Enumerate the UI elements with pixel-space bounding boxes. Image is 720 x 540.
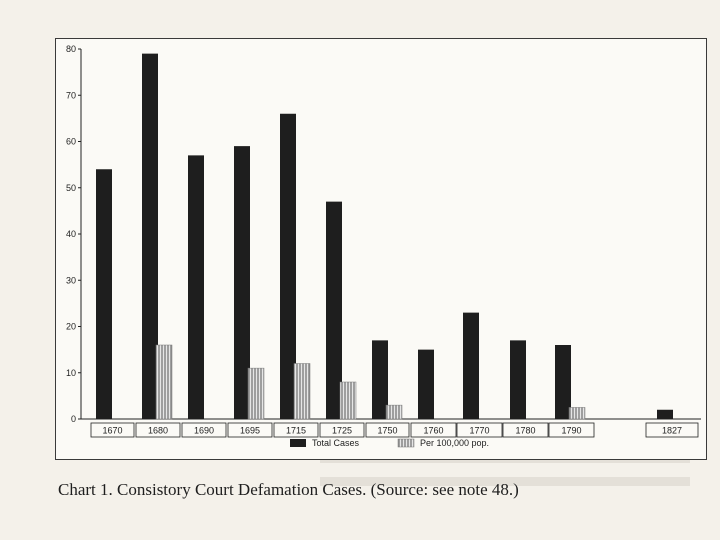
bar-total-cases-1790 xyxy=(555,345,571,419)
x-tick-label-1680: 1680 xyxy=(148,426,168,436)
x-category-box xyxy=(645,422,699,438)
y-tick-label: 10 xyxy=(66,368,76,378)
legend-label-per-100000: Per 100,000 pop. xyxy=(420,438,489,448)
y-tick-label: 50 xyxy=(66,183,76,193)
x-category-box xyxy=(181,422,227,438)
bar-per-100000-1790 xyxy=(568,407,586,420)
bar-total-cases-1680 xyxy=(142,53,158,419)
x-tick-label-1695: 1695 xyxy=(240,426,260,436)
x-tick-label-1670: 1670 xyxy=(102,426,122,436)
x-tick-label-1750: 1750 xyxy=(377,426,397,436)
bar-total-cases-1715 xyxy=(280,113,296,419)
bar-per-100000-1695 xyxy=(247,367,265,420)
y-tick-label: 0 xyxy=(71,414,76,424)
x-category-box xyxy=(502,422,549,438)
x-category-box xyxy=(135,422,181,438)
bar-total-cases-1690 xyxy=(188,155,204,419)
x-category-box xyxy=(273,422,319,438)
x-category-box xyxy=(548,422,595,438)
x-category-box xyxy=(456,422,503,438)
x-tick-label-1715: 1715 xyxy=(286,426,306,436)
legend-swatch-per-100000 xyxy=(397,438,415,448)
y-tick-label: 40 xyxy=(66,229,76,239)
x-tick-label-1760: 1760 xyxy=(423,426,443,436)
y-tick-label: 70 xyxy=(66,90,76,100)
bar-per-100000-1680 xyxy=(155,344,173,420)
bar-total-cases-1770 xyxy=(463,312,479,419)
x-tick-label-1770: 1770 xyxy=(469,426,489,436)
bar-total-cases-1750 xyxy=(372,340,388,419)
chart-caption: Chart 1. Consistory Court Defamation Cas… xyxy=(58,480,519,499)
y-tick-label: 20 xyxy=(66,322,76,332)
x-category-box xyxy=(319,422,365,438)
y-tick-label: 80 xyxy=(66,44,76,54)
bar-total-cases-1760 xyxy=(418,349,434,419)
bar-per-100000-1725 xyxy=(339,381,357,420)
bar-total-cases-1695 xyxy=(234,146,250,419)
x-tick-label-1780: 1780 xyxy=(515,426,535,436)
bar-total-cases-1780 xyxy=(510,340,526,419)
bar-total-cases-1725 xyxy=(326,201,342,419)
legend-label-total-cases: Total Cases xyxy=(312,438,360,448)
y-tick-label: 30 xyxy=(66,275,76,285)
x-tick-label-1725: 1725 xyxy=(332,426,352,436)
legend-swatch-total-cases xyxy=(290,439,306,447)
x-category-box xyxy=(365,422,410,438)
x-tick-label-1690: 1690 xyxy=(194,426,214,436)
x-category-box xyxy=(90,422,135,438)
bar-per-100000-1715 xyxy=(293,363,311,420)
y-tick-label: 60 xyxy=(66,137,76,147)
x-tick-label-1790: 1790 xyxy=(561,426,581,436)
x-category-box xyxy=(410,422,457,438)
chart-figure: 0 10 20 30 40 50 60 70 80 1670 1680 1690 1695 1715 172… xyxy=(55,38,707,460)
x-category-box xyxy=(227,422,273,438)
bar-total-cases-1827 xyxy=(657,409,673,419)
bar-total-cases-1670 xyxy=(96,169,112,419)
x-tick-label-1827: 1827 xyxy=(662,426,682,436)
bar-chart: 0 10 20 30 40 50 60 70 80 1670 1680 1690 1695 1715 172… xyxy=(66,44,701,448)
bar-per-100000-1750 xyxy=(385,404,403,420)
